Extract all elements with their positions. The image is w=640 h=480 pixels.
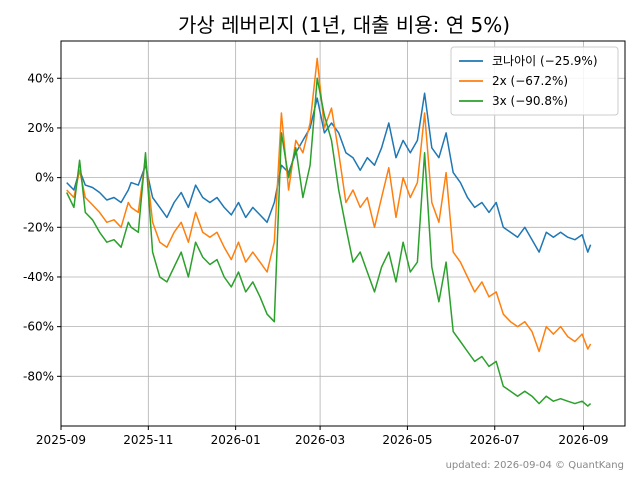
y-tick-label: -20% <box>23 220 54 234</box>
y-tick-label: 20% <box>27 121 54 135</box>
series-line-2 <box>66 57 592 353</box>
footnote: updated: 2026-09-04 © QuantKang <box>446 460 624 471</box>
legend-label-1: 코나아이 (−25.9%) <box>492 54 598 68</box>
legend: 코나아이 (−25.9%) 2x (−67.2%) 3x (−90.8%) <box>450 46 619 116</box>
y-axis: -80% -60% -40% -20% 0% 20% 40% <box>23 71 61 383</box>
x-tick-label: 2026-09 <box>558 433 608 447</box>
x-tick-label: 2025-09 <box>36 433 86 447</box>
y-tick-label: -60% <box>23 320 54 334</box>
legend-label-3: 3x (−90.8%) <box>492 94 568 108</box>
legend-box <box>450 46 619 116</box>
grid <box>60 41 625 426</box>
y-tick-label: -40% <box>23 270 54 284</box>
legend-label-2: 2x (−67.2%) <box>492 74 568 88</box>
x-tick-label: 2026-01 <box>211 433 261 447</box>
x-tick-label: 2026-05 <box>382 433 432 447</box>
y-tick-label: 40% <box>27 71 54 85</box>
x-tick-label: 2026-03 <box>295 433 345 447</box>
y-tick-label: 0% <box>35 171 54 185</box>
chart-title: 가상 레버리지 (1년, 대출 비용: 연 5%) <box>178 13 510 37</box>
series-line-3 <box>66 77 592 407</box>
x-tick-label: 2026-07 <box>470 433 520 447</box>
x-axis: 2025-09 2025-11 2026-01 2026-03 2026-05 2026-… <box>36 426 609 447</box>
series-lines <box>66 57 592 407</box>
x-tick-label: 2025-11 <box>123 433 173 447</box>
plot-area-frame <box>60 40 626 427</box>
y-tick-label: -80% <box>23 369 54 383</box>
